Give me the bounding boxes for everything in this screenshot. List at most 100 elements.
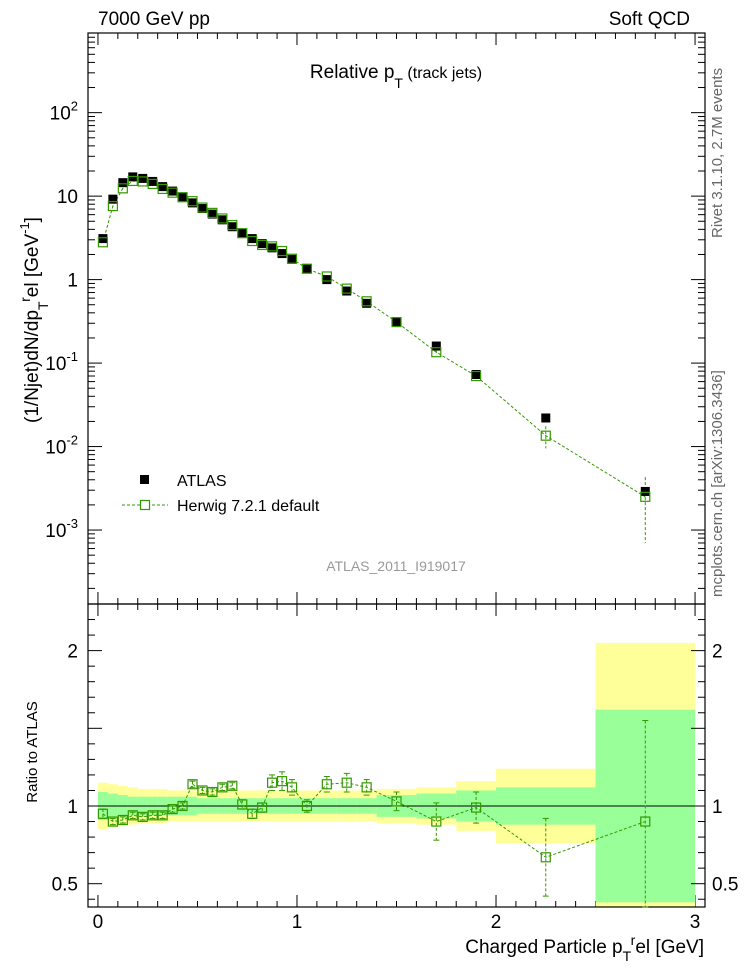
mc-line [102, 180, 646, 498]
ratio-point [267, 777, 278, 788]
mc-point [117, 183, 128, 194]
mc-point [157, 183, 168, 195]
ratio-point [117, 814, 128, 826]
ratio-y-tick-label: 0.5 [52, 875, 78, 896]
mc-point [147, 178, 158, 190]
mc-point [361, 296, 372, 307]
atlas-point [158, 182, 168, 192]
ratio-plot: 0 1 2 3 0.5 0.5 1 1 2 2 [52, 603, 738, 933]
ratio-y-tick-label-right: 1 [712, 797, 723, 818]
ratio-point [127, 810, 138, 821]
atlas-point [138, 173, 148, 183]
atlas-point [277, 249, 287, 259]
atlas-point [362, 298, 372, 308]
ratio-y-tick-label: 2 [67, 642, 78, 663]
mcplots-label: mcplots.cern.ch [arXiv:1306.3436] [709, 370, 726, 597]
atlas-point [267, 243, 277, 253]
ratio-point [276, 776, 288, 787]
ratio-y-axis-label: Ratio to ATLAS [24, 701, 41, 802]
mc-point [127, 175, 138, 187]
x-tick-label: 2 [491, 912, 502, 933]
ratio-point [391, 796, 402, 807]
mc-point [107, 200, 118, 212]
x-tick-label: 3 [690, 912, 701, 933]
ratio-point [217, 782, 228, 793]
mc-point [207, 207, 218, 218]
ratio-point [207, 786, 218, 798]
main-plot: 10-3 10-2 10-1 1 10 102 ATLAS Herwig 7.2.1 defa… [45, 32, 706, 907]
x-tick-label: 0 [93, 912, 104, 933]
ratio-point [640, 816, 651, 827]
y-tick-label: 10 [57, 187, 78, 208]
ratio-point [540, 852, 551, 863]
ratio-point [137, 811, 148, 822]
ratio-point [341, 777, 352, 788]
ratio-frame [87, 603, 706, 908]
mc-point [247, 235, 258, 247]
mc-point [177, 192, 188, 203]
mc-point [471, 370, 482, 382]
legend-mc-marker [139, 499, 151, 511]
mc-point [540, 430, 551, 441]
ratio-point [157, 810, 168, 821]
atlas-point [178, 192, 188, 202]
atlas-point [108, 194, 118, 204]
mc-point [257, 239, 268, 251]
atlas-point [257, 239, 267, 249]
mc-point [227, 219, 238, 231]
mc-point [217, 213, 228, 224]
atlas-point [148, 176, 158, 186]
mc-point [301, 263, 313, 274]
atlas-point [392, 317, 401, 327]
legend-atlas-marker [140, 475, 149, 484]
mc-point [276, 245, 288, 257]
legend-atlas-label: ATLAS [177, 473, 227, 490]
ratio-point [247, 808, 258, 819]
ratio-point [257, 802, 268, 813]
mc-point [341, 283, 352, 294]
atlas-point [118, 178, 128, 188]
y-tick-label: 10-3 [45, 516, 78, 542]
atlas-point [98, 234, 108, 244]
atlas-point [287, 254, 297, 264]
mc-point [321, 271, 332, 282]
mc-point [431, 347, 442, 358]
plot-title: Relative pT (track jets) [310, 62, 482, 91]
header-left: 7000 GeV pp [98, 9, 210, 30]
ratio-y-tick-label-right: 0.5 [712, 875, 738, 896]
y-tick-label: 1 [67, 271, 78, 292]
ratio-y-tick-label-right: 2 [712, 642, 723, 663]
mc-point [97, 237, 109, 248]
ratio-point [237, 799, 248, 810]
ratio-line [102, 780, 646, 858]
x-axis-label: Charged Particle pTrel [GeV] [465, 932, 704, 964]
ratio-point [286, 782, 298, 793]
ratio-point [167, 804, 178, 815]
atlas-point [431, 341, 441, 351]
atlas-point [342, 286, 352, 296]
mc-point [137, 176, 148, 187]
ratio-point [187, 779, 198, 790]
atlas-point [227, 222, 237, 232]
ratio-y-tick-label: 1 [67, 797, 78, 818]
mc-point [267, 241, 278, 252]
ratio-point [197, 785, 208, 796]
atlas-point [322, 275, 332, 285]
legend: ATLAS Herwig 7.2.1 default [122, 473, 320, 515]
ratio-point [147, 810, 158, 821]
atlas-point [187, 198, 197, 208]
mc-point [187, 196, 198, 207]
ratio-point [107, 816, 118, 827]
atlas-point [541, 413, 551, 423]
atlas-point [237, 228, 247, 238]
atlas-point [168, 186, 178, 196]
ratio-point [301, 800, 313, 812]
x-tick-label: 1 [292, 912, 303, 933]
atlas-point [640, 486, 650, 496]
ratio-point [471, 802, 482, 813]
analysis-tag: ATLAS_2011_I919017 [326, 558, 466, 574]
atlas-point [217, 215, 227, 225]
ratio-point [177, 800, 188, 812]
y-tick-label: 10-2 [45, 433, 78, 459]
